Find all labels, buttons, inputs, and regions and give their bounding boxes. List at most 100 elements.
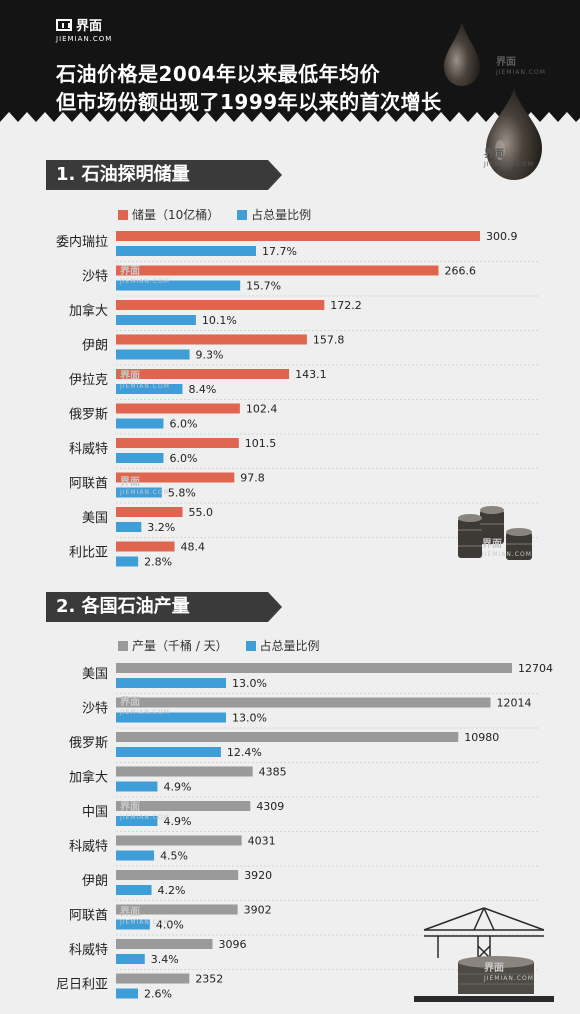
bar-main-label: 3902 xyxy=(244,904,272,917)
logo-text: 界面 xyxy=(76,19,103,34)
watermark: 界面 JIEMIAN.COM xyxy=(120,907,170,927)
category-label: 尼日利亚 xyxy=(56,978,108,993)
bar-main xyxy=(116,801,251,811)
bar-main-label: 172.2 xyxy=(330,299,362,312)
bar-main-label: 101.5 xyxy=(245,437,277,450)
bar-share xyxy=(116,954,145,964)
bar-main xyxy=(116,472,235,483)
bar-share-label: 15.7% xyxy=(246,280,281,293)
legend-reserves: 储量（10亿桶） 占总量比例 xyxy=(118,206,325,223)
bar-share-label: 4.2% xyxy=(158,884,186,897)
bar-share-label: 5.8% xyxy=(168,487,196,500)
bar-main xyxy=(116,697,491,708)
category-label: 利比亚 xyxy=(69,546,108,561)
bar-main xyxy=(116,870,239,880)
section-banner-reserves: 1. 石油探明储量 xyxy=(46,160,282,190)
oil-barrels-illustration xyxy=(458,506,532,560)
bar-main xyxy=(116,904,238,915)
bar-main-label: 3096 xyxy=(219,938,247,951)
bar-share xyxy=(116,712,226,723)
bar-share xyxy=(116,556,139,567)
bar-share xyxy=(116,816,158,826)
legend-swatch-share xyxy=(237,210,248,220)
bar-share xyxy=(116,349,190,360)
section-banner-production: 2. 各国石油产量 xyxy=(46,592,282,622)
watermark: 界面 JIEMIAN.COM xyxy=(484,963,534,983)
legend-swatch-production xyxy=(118,641,128,651)
category-label: 沙特 xyxy=(82,702,108,717)
bar-main xyxy=(116,231,480,241)
bar-share-label: 8.4% xyxy=(188,383,216,396)
bar-share xyxy=(116,919,150,930)
bar-share xyxy=(116,850,155,861)
category-label: 加拿大 xyxy=(69,770,108,786)
zigzag-edge xyxy=(0,112,580,130)
bar-share-label: 17.7% xyxy=(262,245,297,258)
bar-main xyxy=(116,438,239,448)
bar-share-label: 13.0% xyxy=(232,712,267,725)
bar-main-label: 143.1 xyxy=(295,368,327,381)
bar-share-label: 6.0% xyxy=(169,452,197,465)
oil-drops-illustration xyxy=(444,22,542,180)
bar-main-label: 10980 xyxy=(464,731,499,744)
category-label: 科威特 xyxy=(69,840,108,855)
bar-main xyxy=(116,369,290,379)
bar-share xyxy=(116,988,138,999)
bar-share-label: 4.5% xyxy=(160,850,188,863)
bar-share xyxy=(116,781,158,792)
bar-main-label: 4385 xyxy=(259,766,287,779)
watermark: 界面 JIEMIAN.COM xyxy=(120,371,170,391)
bar-main xyxy=(116,541,175,552)
bar-share-label: 3.4% xyxy=(151,953,179,966)
bar-main xyxy=(116,300,325,310)
watermark: 界面 JIEMIAN.COM xyxy=(496,57,546,77)
bar-main-label: 3920 xyxy=(244,869,272,882)
bar-main xyxy=(116,835,242,846)
bar-share xyxy=(116,747,221,757)
bar-main xyxy=(116,507,183,517)
category-label: 沙特 xyxy=(82,270,108,285)
category-label: 中国 xyxy=(82,805,108,820)
oil-drop-small-icon xyxy=(444,22,480,86)
bar-share xyxy=(116,453,164,463)
production-bar-chart: 美国 12704 13.0% 沙特 12014 13.0% 俄罗斯 10980 12.4% 加拿大… xyxy=(56,662,553,1001)
bar-main-label: 12704 xyxy=(518,662,553,675)
category-label: 科威特 xyxy=(69,442,108,457)
bar-share-label: 13.0% xyxy=(232,677,267,690)
bar-main-label: 55.0 xyxy=(189,506,214,519)
watermark: 界面 JIEMIAN.COM xyxy=(120,477,170,497)
ground-line xyxy=(414,996,554,1002)
bar-main-label: 4309 xyxy=(256,800,284,813)
headline-line-2: 但市场份额出现了1999年以来的首次增长 xyxy=(56,90,442,114)
logo-subtext: JIEMIAN.COM xyxy=(56,35,113,43)
category-label: 阿联酋 xyxy=(69,908,108,924)
bar-share-label: 2.6% xyxy=(144,988,172,1001)
bar-main-label: 97.8 xyxy=(240,472,265,485)
bar-share xyxy=(116,418,164,429)
bar-share-label: 10.1% xyxy=(202,314,237,327)
bar-share-label: 12.4% xyxy=(227,746,262,759)
legend-item-production: 产量（千桶 / 天） xyxy=(118,639,228,653)
bar-share xyxy=(116,280,241,291)
legend-item-reserves-share: 占总量比例 xyxy=(237,208,311,222)
logo-icon xyxy=(56,18,72,31)
bar-share-label: 4.9% xyxy=(163,815,191,828)
bar-main-label: 2352 xyxy=(195,973,223,986)
watermark: 界面 JIEMIAN.COM xyxy=(484,149,534,169)
bar-share-label: 2.8% xyxy=(144,556,172,569)
category-label: 科威特 xyxy=(69,943,108,958)
bar-share xyxy=(116,315,196,325)
bar-share xyxy=(116,522,142,532)
bar-share-label: 3.2% xyxy=(147,521,175,534)
bar-share xyxy=(116,384,183,394)
category-label: 阿联酋 xyxy=(69,476,108,492)
category-label: 加拿大 xyxy=(69,303,108,319)
bar-main xyxy=(116,939,213,949)
oil-rig-illustration xyxy=(414,907,554,1002)
header: 界面 JIEMIAN.COM 石油价格是2004年以来最低年均价 但市场份额出现… xyxy=(0,0,580,130)
bar-share xyxy=(116,885,152,895)
category-label: 伊拉克 xyxy=(69,373,108,388)
bar-main-label: 48.4 xyxy=(181,541,206,554)
legend-item-reserves: 储量（10亿桶） xyxy=(118,208,219,222)
legend-swatch-share xyxy=(245,641,256,651)
